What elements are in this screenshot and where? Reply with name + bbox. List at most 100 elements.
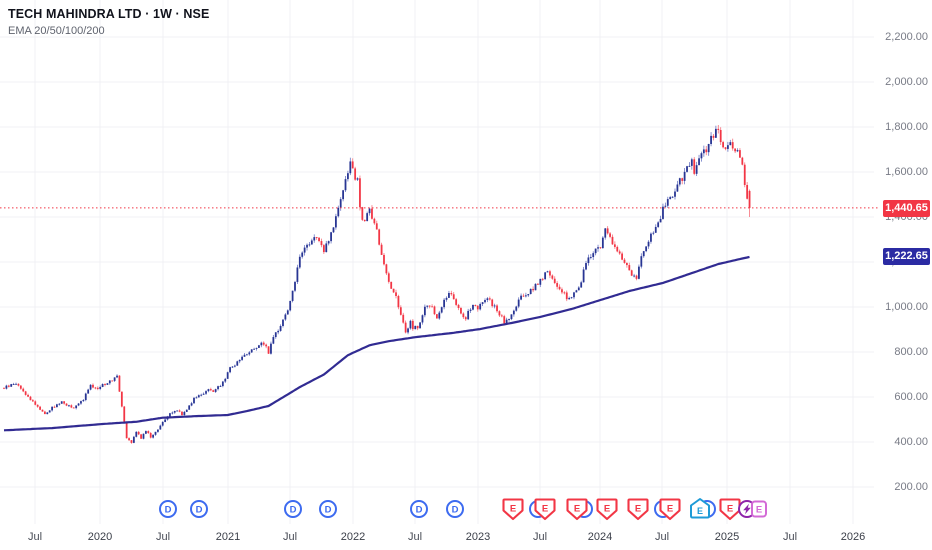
candle-body [702,149,705,154]
candle-body [443,299,446,308]
time-tick-label: 2023 [465,531,491,543]
candle-body [688,165,691,167]
candle-body [707,144,710,153]
candle-body [178,410,181,412]
candle-body [472,304,474,310]
candle-body [289,300,292,311]
candle-body [224,378,227,382]
candle-body [621,253,623,260]
candle-body [652,232,655,234]
earnings-alt-marker[interactable]: E [751,500,767,518]
candle-body [450,293,453,295]
candle-body [359,178,361,208]
candle-body [484,300,486,303]
candle-body [135,431,138,437]
price-tick-label: 2,000.00 [885,75,928,88]
candle-body [700,153,703,159]
candle-body [611,236,614,245]
candle-body [229,367,231,373]
ema-line[interactable] [3,255,750,432]
candle-body [719,129,722,143]
earnings-marker[interactable]: E [654,498,681,521]
candle-body [666,199,669,206]
price-tick-label: 1,800.00 [885,120,928,133]
candle-body [48,410,51,413]
earnings-icon [502,498,524,521]
candle-body [426,305,429,307]
candle-body [628,265,631,271]
candle-body [438,312,441,319]
candle-body [308,244,311,246]
candle-body [60,401,63,404]
candle-body [638,266,640,279]
candle-body [587,257,590,264]
candle-body [339,199,342,208]
marker-letter: E [574,504,580,515]
candle-body [743,164,746,185]
marker-letter: E [542,504,548,515]
indicator-label[interactable]: EMA 20/50/100/200 [8,24,105,37]
candle-body [481,302,484,304]
candle-body [80,401,82,404]
dividend-icon [410,500,428,518]
candle-body [41,409,44,412]
candle-body [625,262,628,266]
candle-body [551,275,554,279]
candle-body [190,403,193,406]
dividend-marker[interactable]: D [159,500,177,518]
candle-body [17,383,20,386]
candle-body [159,425,162,430]
price-tick-label: 800.00 [894,345,928,358]
dividend-marker[interactable]: D [284,500,302,518]
candle-body [633,275,636,277]
candle-body [407,328,409,333]
time-tick-label: Jul [407,531,423,543]
candle-body [546,271,549,273]
symbol-title[interactable]: TECH MAHINDRA LTD · 1W · NSE [8,7,210,21]
candle-body [24,391,27,395]
price-tick-label: 1,600.00 [885,165,928,178]
candle-body [505,319,508,324]
candle-body [303,247,306,253]
marker-letter: D [165,504,172,515]
dividend-marker[interactable]: D [446,500,464,518]
candle-body [265,344,268,347]
earnings-marker[interactable]: E [566,498,593,521]
candle-body [476,305,479,310]
candle-body [508,319,510,320]
dividend-marker[interactable]: D [319,500,337,518]
candle-body [561,289,563,293]
earnings-marker[interactable]: E [529,498,556,521]
candle-body [327,241,330,244]
earnings-marker[interactable]: E [502,498,524,521]
dividend-marker[interactable]: D [410,500,428,518]
earnings-icon [627,498,649,521]
candle-body [642,251,645,257]
candle-body [467,310,470,320]
price-tick-label: 600.00 [894,390,928,403]
earnings-marker[interactable]: E [627,498,649,521]
earnings-marker[interactable]: E [719,498,741,521]
candle-body [366,213,369,222]
dividend-marker[interactable]: D [190,500,208,518]
candle-body [56,404,58,408]
candle-body [197,395,200,398]
candle-body [318,237,320,242]
upcoming-earnings-marker[interactable]: E [690,498,716,519]
candle-body [51,406,53,411]
price-tick-label: 2,200.00 [885,30,928,43]
marker-letter: D [452,504,459,515]
candle-body [448,293,450,298]
candle-body [657,222,660,227]
candle-body [193,397,195,404]
chart-legend: TECH MAHINDRA LTD · 1W · NSE EMA 20/50/1… [8,7,209,38]
earnings-marker[interactable]: E [596,498,618,521]
candle-body [347,173,349,180]
candle-body [96,387,99,389]
candle-body [714,128,717,138]
candle-body [592,253,595,258]
candle-body [686,166,688,172]
candle-body [520,295,522,300]
candle-body [306,244,308,248]
